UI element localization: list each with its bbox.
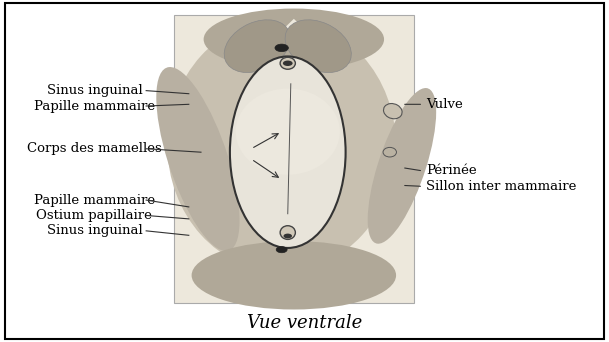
Ellipse shape (383, 147, 396, 157)
Ellipse shape (280, 57, 295, 69)
Circle shape (276, 247, 287, 253)
Text: Périnée: Périnée (426, 165, 477, 177)
Text: Sinus inguinal: Sinus inguinal (46, 224, 143, 237)
Text: Papille mammaire: Papille mammaire (34, 194, 155, 207)
Wedge shape (267, 19, 322, 50)
Text: Papille mammaire: Papille mammaire (34, 100, 155, 113)
Ellipse shape (230, 56, 346, 248)
Circle shape (283, 61, 292, 66)
Circle shape (284, 234, 292, 238)
Text: Corps des mamelles: Corps des mamelles (27, 142, 162, 155)
Text: Sinus inguinal: Sinus inguinal (46, 84, 143, 97)
Ellipse shape (280, 226, 295, 239)
Ellipse shape (167, 19, 396, 272)
Ellipse shape (368, 88, 436, 244)
Ellipse shape (157, 67, 239, 251)
Text: Vulve: Vulve (426, 98, 463, 111)
Ellipse shape (224, 20, 290, 73)
Circle shape (275, 44, 289, 52)
FancyBboxPatch shape (174, 15, 414, 303)
Text: Ostium papillaire: Ostium papillaire (37, 209, 152, 222)
Ellipse shape (384, 104, 402, 119)
Text: Vue ventrale: Vue ventrale (247, 314, 362, 332)
Ellipse shape (236, 89, 340, 175)
Ellipse shape (203, 9, 384, 70)
Text: Sillon inter mammaire: Sillon inter mammaire (426, 180, 577, 193)
Ellipse shape (192, 241, 396, 310)
Ellipse shape (285, 20, 351, 73)
